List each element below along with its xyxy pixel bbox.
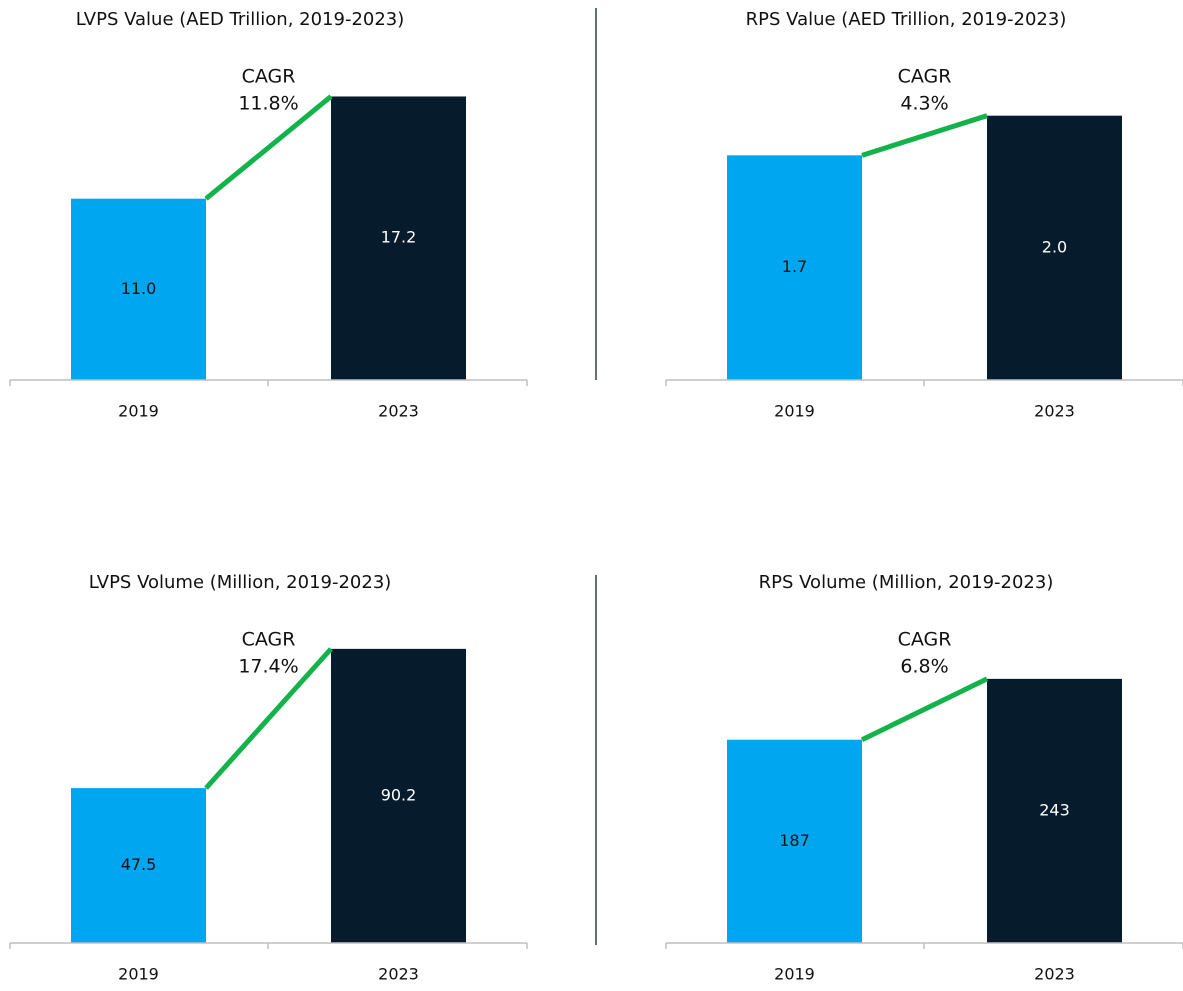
value-label: 47.5 bbox=[121, 855, 157, 874]
chart-title: RPS Value (AED Trillion, 2019-2023) bbox=[746, 9, 1067, 30]
cagr-label: CAGR bbox=[242, 66, 296, 88]
cagr-line bbox=[861, 113, 988, 158]
chart-title: LVPS Value (AED Trillion, 2019-2023) bbox=[76, 9, 405, 30]
cagr-value: 6.8% bbox=[900, 656, 948, 678]
chart-title: LVPS Volume (Million, 2019-2023) bbox=[89, 572, 392, 593]
bar bbox=[987, 678, 1122, 943]
cagr-line bbox=[204, 647, 333, 790]
value-label: 187 bbox=[779, 831, 810, 850]
x-tick-label: 2023 bbox=[378, 402, 419, 421]
value-label: 243 bbox=[1039, 800, 1070, 819]
bar bbox=[71, 198, 206, 380]
bar bbox=[331, 96, 466, 380]
value-label: 90.2 bbox=[381, 785, 417, 804]
cagr-line bbox=[204, 94, 333, 201]
bar bbox=[71, 788, 206, 943]
x-tick-label: 2023 bbox=[1034, 402, 1075, 421]
value-label: 2.0 bbox=[1042, 237, 1067, 256]
x-tick-label: 2019 bbox=[118, 402, 159, 421]
value-label: 11.0 bbox=[121, 279, 157, 298]
cagr-value: 11.8% bbox=[238, 93, 298, 115]
x-tick-label: 2023 bbox=[378, 965, 419, 984]
bar bbox=[727, 155, 862, 380]
cagr-line bbox=[860, 676, 989, 742]
x-tick-label: 2019 bbox=[774, 965, 815, 984]
chart-title: RPS Volume (Million, 2019-2023) bbox=[759, 572, 1054, 593]
cagr-value: 4.3% bbox=[900, 93, 948, 115]
cagr-label: CAGR bbox=[242, 629, 296, 651]
bar bbox=[987, 115, 1122, 381]
cagr-label: CAGR bbox=[898, 629, 952, 651]
x-tick-label: 2023 bbox=[1034, 965, 1075, 984]
bar bbox=[331, 648, 466, 943]
x-tick-label: 2019 bbox=[774, 402, 815, 421]
cagr-value: 17.4% bbox=[238, 656, 298, 678]
value-label: 17.2 bbox=[381, 228, 417, 247]
cagr-label: CAGR bbox=[898, 66, 952, 88]
x-tick-label: 2019 bbox=[118, 965, 159, 984]
value-label: 1.7 bbox=[782, 257, 807, 276]
bar bbox=[727, 739, 862, 943]
